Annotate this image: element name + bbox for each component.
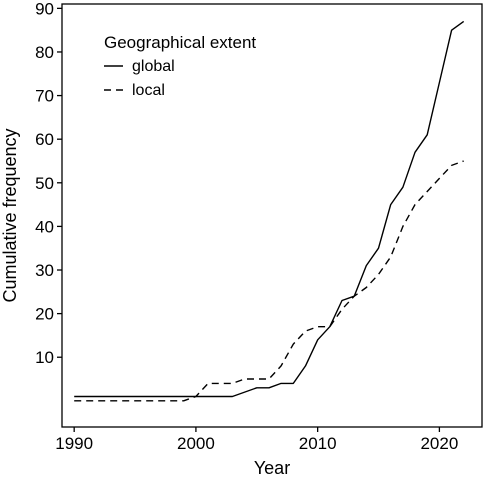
- axes: 1990 2000 2010 2020 10 20 30 40 50 60 70 80 90: [35, 0, 483, 453]
- x-axis-title: Year: [254, 458, 290, 478]
- legend-label-local: local: [132, 82, 165, 99]
- series-line-local: [74, 160, 464, 402]
- y-tick-label: 30: [35, 261, 54, 280]
- x-tick-label: 2000: [177, 434, 215, 453]
- x-tick-label: 2020: [420, 434, 458, 453]
- y-tick-label: 80: [35, 43, 54, 62]
- x-tick-label: 2010: [299, 434, 337, 453]
- y-tick-label: 50: [35, 174, 54, 193]
- y-tick-label: 10: [35, 348, 54, 367]
- y-tick-label: 20: [35, 305, 54, 324]
- legend: Geographical extent global local: [104, 33, 256, 99]
- plot-area: [74, 20, 465, 402]
- y-tick-label: 60: [35, 130, 54, 149]
- y-tick-label: 40: [35, 217, 54, 236]
- x-tick-label: 1990: [55, 434, 93, 453]
- plot-frame: [61, 3, 483, 428]
- legend-title: Geographical extent: [104, 33, 256, 52]
- series-line-global: [74, 20, 465, 398]
- y-tick-label: 90: [35, 0, 54, 18]
- y-axis-title: Cumulative frequency: [0, 128, 20, 302]
- legend-label-global: global: [132, 58, 175, 75]
- y-tick-label: 70: [35, 87, 54, 106]
